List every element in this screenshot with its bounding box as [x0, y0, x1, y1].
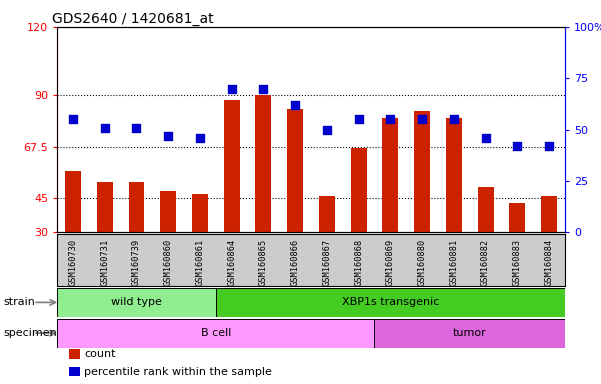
Point — [322, 127, 332, 133]
Text: GSM160731: GSM160731 — [100, 238, 109, 286]
Text: GSM160739: GSM160739 — [132, 238, 141, 286]
Text: GSM160883: GSM160883 — [513, 238, 522, 286]
Bar — [57, 319, 374, 348]
Point — [227, 86, 236, 92]
Text: GSM160866: GSM160866 — [291, 238, 300, 286]
Bar — [255, 95, 271, 232]
Bar — [382, 118, 398, 232]
Bar — [160, 191, 176, 232]
Bar — [541, 196, 557, 232]
Bar — [351, 148, 367, 232]
Text: GDS2640 / 1420681_at: GDS2640 / 1420681_at — [52, 12, 213, 26]
Text: GSM160880: GSM160880 — [418, 238, 427, 286]
Text: GSM160868: GSM160868 — [354, 238, 363, 286]
Point — [195, 135, 205, 141]
Bar — [216, 288, 565, 317]
Point — [163, 133, 173, 139]
Bar — [129, 182, 144, 232]
Point — [513, 143, 522, 149]
Bar — [374, 319, 565, 348]
Text: GSM160881: GSM160881 — [450, 238, 459, 286]
Text: XBP1s transgenic: XBP1s transgenic — [342, 297, 439, 308]
Point — [417, 116, 427, 122]
Bar — [478, 187, 493, 232]
Point — [290, 102, 300, 108]
Text: GSM160884: GSM160884 — [545, 238, 554, 286]
Text: tumor: tumor — [453, 328, 487, 338]
Text: strain: strain — [3, 297, 35, 308]
Text: GSM160865: GSM160865 — [259, 238, 268, 286]
Point — [386, 116, 395, 122]
Bar — [65, 170, 81, 232]
Bar — [287, 109, 303, 232]
Point — [449, 116, 459, 122]
Point — [258, 86, 268, 92]
Bar — [510, 203, 525, 232]
Text: GSM160869: GSM160869 — [386, 238, 395, 286]
Text: GSM160861: GSM160861 — [195, 238, 204, 286]
Bar — [192, 194, 208, 232]
Point — [545, 143, 554, 149]
Text: wild type: wild type — [111, 297, 162, 308]
Point — [68, 116, 78, 122]
Bar — [57, 288, 216, 317]
Bar — [319, 196, 335, 232]
Text: GSM160882: GSM160882 — [481, 238, 490, 286]
Text: GSM160864: GSM160864 — [227, 238, 236, 286]
Bar — [446, 118, 462, 232]
Text: GSM160867: GSM160867 — [322, 238, 331, 286]
Bar — [224, 100, 240, 232]
Text: count: count — [84, 349, 115, 359]
Text: specimen: specimen — [3, 328, 56, 338]
Point — [132, 124, 141, 131]
Text: GSM160860: GSM160860 — [163, 238, 172, 286]
Text: B cell: B cell — [201, 328, 231, 338]
Point — [354, 116, 364, 122]
Bar — [414, 111, 430, 232]
Bar — [97, 182, 112, 232]
Text: percentile rank within the sample: percentile rank within the sample — [84, 367, 272, 377]
Point — [100, 124, 109, 131]
Point — [481, 135, 490, 141]
Text: GSM160730: GSM160730 — [69, 238, 78, 286]
